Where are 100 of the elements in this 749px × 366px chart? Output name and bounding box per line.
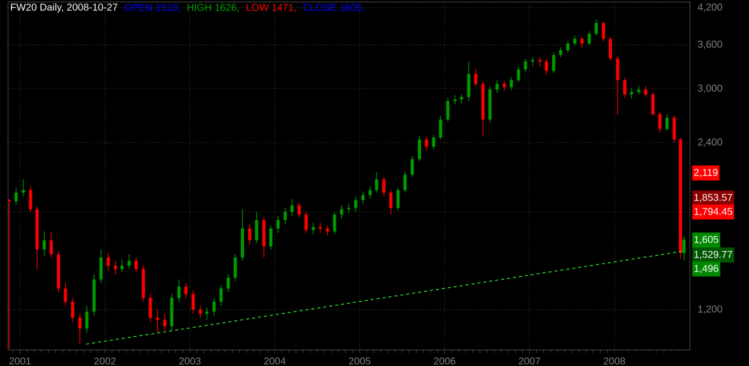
candlestick bbox=[588, 30, 591, 46]
candlestick bbox=[375, 172, 378, 193]
candlestick bbox=[340, 204, 344, 220]
candlestick bbox=[630, 88, 634, 99]
candlestick bbox=[510, 76, 513, 90]
candlestick bbox=[64, 282, 68, 306]
candlestick bbox=[99, 249, 103, 284]
candlestick bbox=[226, 274, 230, 293]
candlestick bbox=[290, 198, 294, 216]
candlestick bbox=[623, 77, 626, 98]
candlestick bbox=[219, 284, 223, 306]
candlestick bbox=[78, 313, 82, 345]
candlestick bbox=[403, 170, 407, 193]
candlestick bbox=[396, 187, 400, 211]
y-tick-label: 3,600 bbox=[698, 40, 722, 49]
text: 1,794.45 bbox=[694, 208, 732, 216]
candlestick bbox=[552, 52, 556, 74]
chart-title: FW20 Daily, 2008-10-27 bbox=[11, 3, 118, 13]
candlestick bbox=[163, 313, 166, 331]
candlestick bbox=[446, 97, 450, 122]
text: 1,605 bbox=[694, 236, 718, 244]
candlestick bbox=[682, 236, 686, 261]
candlestick bbox=[389, 190, 392, 215]
candlestick bbox=[502, 80, 506, 91]
candlestick bbox=[198, 305, 202, 318]
candlestick bbox=[14, 187, 18, 206]
candlestick bbox=[382, 176, 386, 197]
candlestick bbox=[28, 186, 32, 212]
x-tick-label: 2008 bbox=[604, 357, 626, 365]
candlestick bbox=[559, 47, 562, 58]
candlestick bbox=[361, 190, 365, 204]
candlestick bbox=[616, 56, 620, 115]
candlestick bbox=[184, 282, 188, 298]
y-tick-label: 1,200 bbox=[698, 305, 722, 314]
candlestick bbox=[665, 114, 669, 132]
annotation: OPEN 1518, bbox=[124, 4, 180, 12]
candlestick bbox=[594, 18, 598, 36]
candlestick bbox=[672, 114, 676, 143]
candlestick bbox=[318, 222, 322, 234]
candlestick bbox=[544, 58, 548, 76]
candlestick bbox=[439, 116, 442, 140]
text: 1,496 bbox=[694, 264, 718, 274]
candlestick bbox=[467, 61, 470, 102]
candlestick bbox=[134, 257, 138, 273]
text: 1,853.57 bbox=[694, 194, 732, 202]
candlestick bbox=[298, 202, 301, 218]
candlestick bbox=[658, 111, 662, 134]
y-tick-label: 2,400 bbox=[698, 138, 722, 147]
candlestick bbox=[496, 80, 499, 94]
candlestick bbox=[326, 225, 330, 236]
candlestick bbox=[248, 224, 252, 246]
candlestick bbox=[460, 94, 464, 104]
candlestick bbox=[602, 21, 606, 42]
candlestick bbox=[269, 225, 272, 250]
x-tick-label: 2005 bbox=[349, 357, 370, 365]
candlestick bbox=[644, 86, 648, 98]
candlestick bbox=[148, 294, 152, 322]
candlestick bbox=[85, 305, 88, 334]
candlestick bbox=[22, 178, 25, 197]
candlestick bbox=[424, 136, 428, 152]
candlestick bbox=[42, 231, 46, 256]
candlestick bbox=[120, 258, 124, 273]
candlestick bbox=[566, 40, 570, 53]
candlestick bbox=[368, 186, 372, 200]
candlestick bbox=[474, 68, 478, 87]
candlestick bbox=[192, 290, 195, 314]
candlestick bbox=[410, 156, 414, 178]
candlestick bbox=[205, 307, 208, 320]
candlestick bbox=[432, 134, 436, 150]
x-tick-label: 2006 bbox=[434, 357, 456, 365]
x-tick-label: 2004 bbox=[264, 357, 286, 365]
candlestick bbox=[8, 198, 11, 350]
text: 1,529.77 bbox=[694, 250, 732, 260]
candlestick bbox=[71, 297, 74, 322]
x-tick-label: 2003 bbox=[179, 357, 201, 365]
candlestick bbox=[573, 35, 576, 46]
candlestick bbox=[418, 135, 422, 162]
y-tick-label: 3,000 bbox=[698, 84, 722, 93]
candlestick bbox=[304, 211, 308, 234]
candlestick bbox=[106, 252, 110, 272]
annotation: CLOSE 1605, bbox=[303, 4, 364, 12]
candlestick bbox=[312, 222, 315, 235]
candlestick bbox=[212, 297, 216, 316]
text: 2,119 bbox=[694, 168, 718, 178]
candlestick bbox=[114, 260, 118, 275]
x-tick-label: 2002 bbox=[94, 357, 116, 365]
candlestick bbox=[580, 36, 584, 48]
annotation: LOW 1471, bbox=[246, 4, 296, 12]
candlestick bbox=[234, 254, 237, 282]
x-tick-label: 2007 bbox=[518, 357, 540, 365]
candlestick bbox=[516, 66, 520, 83]
candlestick bbox=[538, 56, 542, 67]
candlestick bbox=[276, 216, 280, 234]
y-tick-label: 4,200 bbox=[698, 4, 722, 12]
candlestick bbox=[177, 279, 181, 302]
annotation: HIGH 1626, bbox=[188, 4, 239, 12]
candlestick bbox=[524, 58, 528, 72]
candlestick bbox=[354, 196, 358, 212]
candlestick bbox=[333, 211, 336, 235]
candlestick bbox=[651, 92, 654, 116]
